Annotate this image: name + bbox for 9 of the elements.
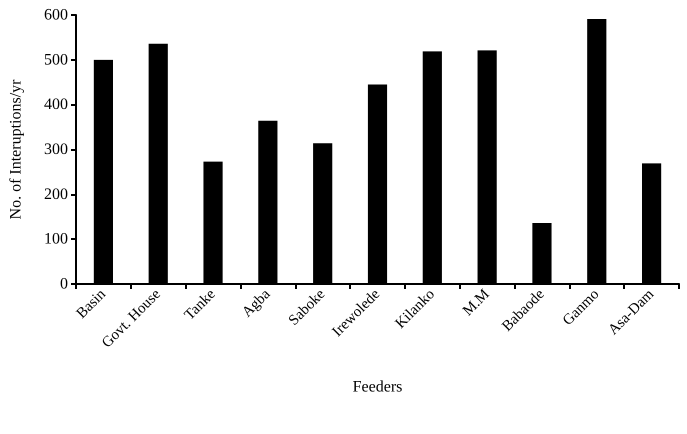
y-tick-label: 600: [44, 6, 68, 24]
y-tick-label: 400: [44, 96, 68, 114]
x-axis-title: Feeders: [352, 378, 402, 396]
y-axis-title: No. of Interuptions/yr: [8, 78, 24, 220]
y-tick-label: 300: [44, 141, 68, 158]
y-tick-label: 100: [44, 230, 68, 248]
y-tick-label: 500: [44, 51, 68, 68]
y-tick-label: 200: [44, 186, 68, 203]
y-tick-label: 0: [60, 276, 68, 292]
